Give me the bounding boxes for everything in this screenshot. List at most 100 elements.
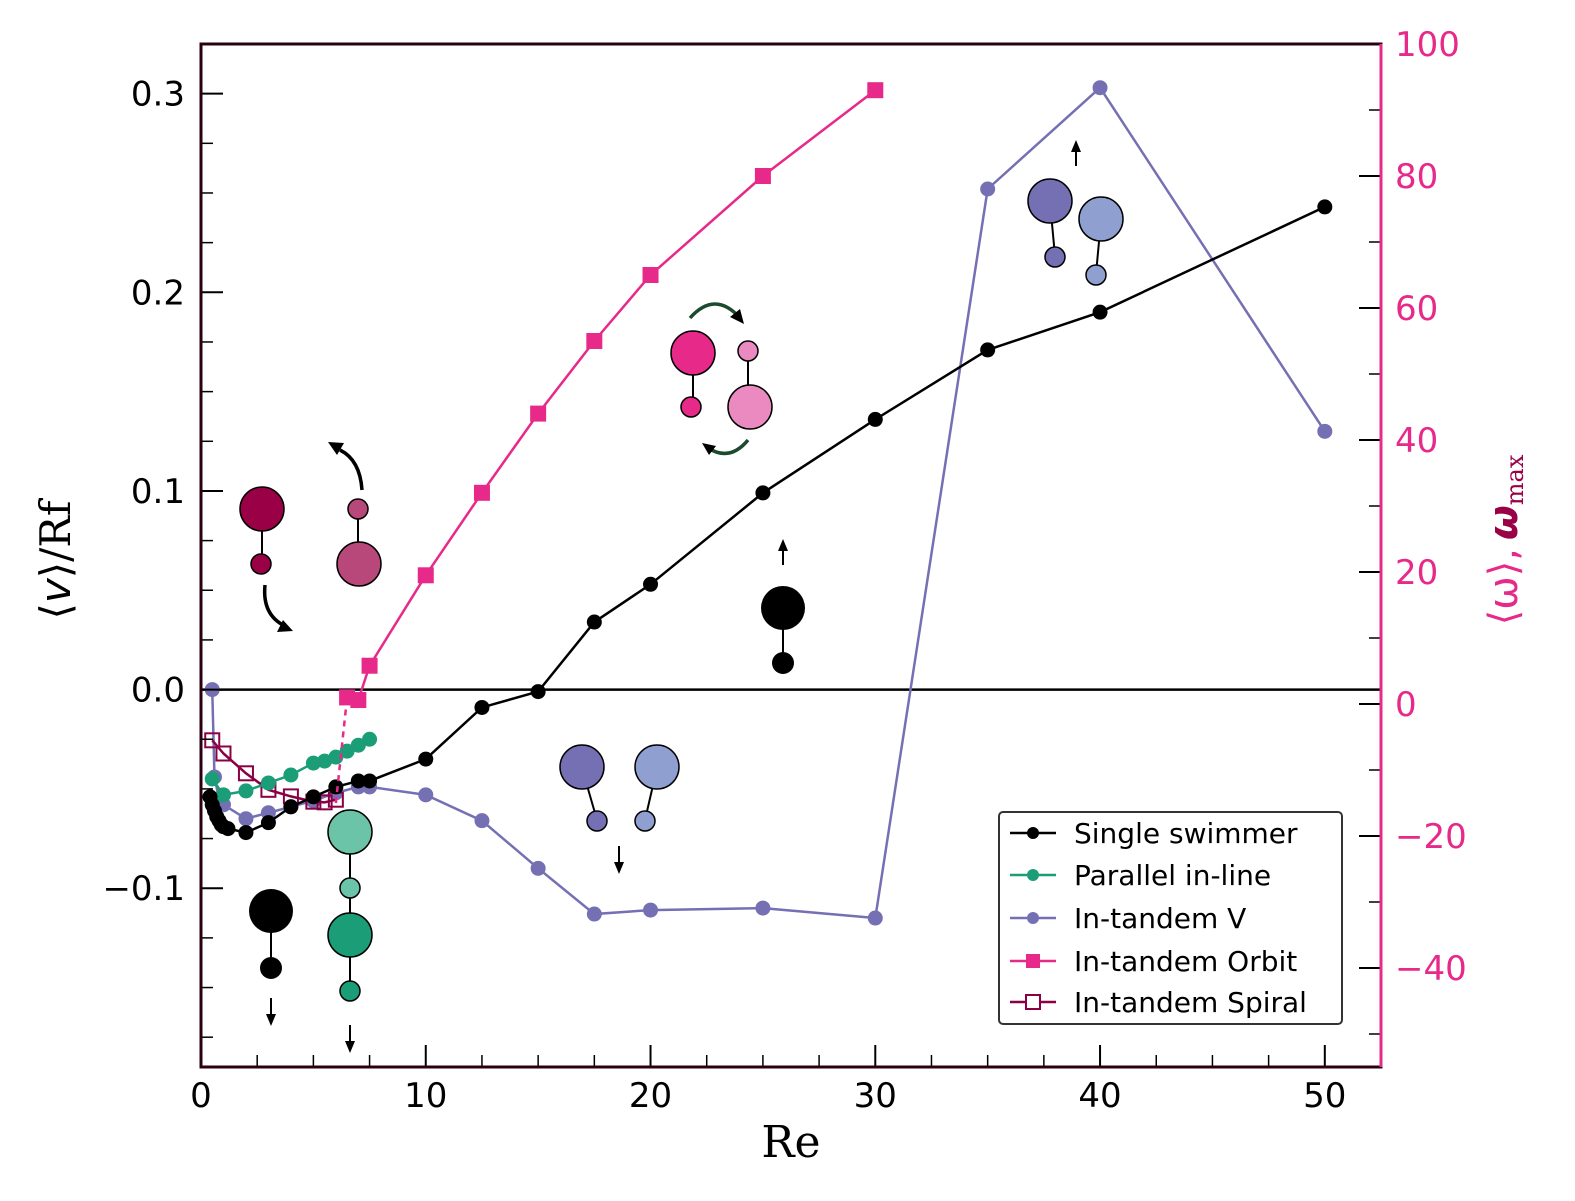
y-left-tick-label: −0.1 bbox=[102, 869, 185, 909]
data-point bbox=[755, 900, 771, 916]
data-point bbox=[305, 755, 321, 771]
data-point bbox=[980, 181, 996, 197]
data-point bbox=[361, 657, 378, 674]
data-point bbox=[238, 825, 254, 841]
x-tick-label: 10 bbox=[404, 1076, 447, 1116]
legend-item-orbit: In-tandem Orbit bbox=[1010, 945, 1297, 978]
data-point bbox=[755, 485, 771, 501]
data-point bbox=[530, 860, 546, 876]
data-point bbox=[362, 731, 378, 747]
data-point bbox=[1317, 423, 1333, 439]
data-point bbox=[283, 799, 299, 815]
y-left-tick-label: 0.1 bbox=[131, 472, 185, 512]
y-right-tick-label: 0 bbox=[1395, 685, 1417, 725]
y-axis-right-label: ⟨ω⟩, ωmax bbox=[1481, 454, 1529, 625]
series-in-tandem-v bbox=[204, 80, 1333, 926]
data-point bbox=[350, 773, 366, 789]
series-single-swimmer bbox=[202, 199, 1333, 841]
illustration-layer bbox=[239, 140, 1124, 1053]
y-right-tick-label: 60 bbox=[1395, 289, 1438, 329]
legend-marker-single bbox=[1027, 827, 1039, 839]
data-point bbox=[215, 787, 231, 803]
x-tick-label: 50 bbox=[1303, 1076, 1346, 1116]
data-point bbox=[328, 779, 344, 795]
y-axis-left-label: ⟨v⟩/Rf bbox=[31, 497, 80, 619]
data-point bbox=[474, 813, 490, 829]
series-line bbox=[211, 739, 337, 804]
y-left-variable: v bbox=[31, 577, 80, 603]
series-connector-dashed bbox=[334, 697, 349, 804]
data-point bbox=[1092, 80, 1108, 96]
y-right-tick-label: 80 bbox=[1395, 157, 1438, 197]
data-point bbox=[1317, 199, 1333, 215]
x-tick-label: 0 bbox=[190, 1076, 212, 1116]
data-point bbox=[642, 267, 659, 283]
legend-item-parallel: Parallel in-line bbox=[1010, 859, 1271, 892]
single-swimmer-down-illustration bbox=[249, 889, 293, 1026]
data-point bbox=[220, 821, 236, 837]
data-point bbox=[362, 773, 378, 789]
y-right-tick-label: −40 bbox=[1395, 949, 1467, 989]
y-left-tick-label: 0.3 bbox=[131, 75, 185, 115]
data-point bbox=[350, 737, 366, 753]
data-point bbox=[328, 749, 344, 765]
y-right-omega-max: ω bbox=[1481, 505, 1527, 540]
y-right-tick-label: −20 bbox=[1395, 817, 1467, 857]
series-line bbox=[346, 89, 877, 702]
data-point bbox=[418, 751, 434, 767]
data-point bbox=[867, 82, 884, 99]
data-point bbox=[474, 699, 490, 715]
y-right-omega-max-subscript: max bbox=[1501, 454, 1529, 505]
legend-item-spiral: In-tandem Spiral bbox=[1010, 986, 1307, 1019]
legend-item-single: Single swimmer bbox=[1010, 817, 1298, 850]
data-point bbox=[417, 567, 434, 584]
data-point bbox=[530, 405, 547, 422]
data-point bbox=[204, 771, 220, 787]
series-layer bbox=[202, 80, 1333, 926]
y-right-separator: , bbox=[1481, 548, 1527, 561]
data-point bbox=[867, 411, 883, 427]
y-right-tick-label: 100 bbox=[1395, 25, 1460, 65]
data-point bbox=[238, 811, 254, 827]
data-point bbox=[238, 783, 254, 799]
data-point bbox=[643, 576, 659, 592]
y-left-suffix: ⟩/Rf bbox=[31, 497, 80, 578]
legend-label-v: In-tandem V bbox=[1074, 902, 1246, 935]
x-tick-label: 40 bbox=[1078, 1076, 1121, 1116]
data-point bbox=[260, 815, 276, 831]
legend-label-orbit: In-tandem Orbit bbox=[1074, 945, 1297, 978]
data-point bbox=[418, 787, 434, 803]
series-in-tandem-orbit bbox=[334, 82, 884, 804]
legend-marker-orbit bbox=[1026, 954, 1040, 968]
legend: Single swimmer Parallel in-line In-tande… bbox=[998, 811, 1343, 1025]
data-point bbox=[754, 168, 771, 184]
data-point bbox=[643, 902, 659, 918]
data-point bbox=[530, 684, 546, 700]
x-tick-label: 20 bbox=[629, 1076, 672, 1116]
legend-marker-v bbox=[1027, 912, 1039, 924]
v-swimmer-down-illustration bbox=[559, 744, 680, 874]
y-right-tick-label: 40 bbox=[1395, 421, 1438, 461]
data-point bbox=[260, 775, 276, 791]
legend-label-single: Single swimmer bbox=[1074, 817, 1298, 850]
data-point bbox=[586, 614, 602, 630]
data-point bbox=[586, 906, 602, 922]
legend-label-parallel: Parallel in-line bbox=[1074, 859, 1271, 892]
data-point bbox=[215, 745, 232, 762]
legend-marker-spiral bbox=[1025, 994, 1041, 1010]
legend-label-spiral: In-tandem Spiral bbox=[1074, 986, 1307, 1019]
data-point bbox=[283, 767, 299, 783]
orbit-swimmer-illustration bbox=[670, 302, 773, 456]
ticks-layer: 0 10 20 30 40 50 −0.1 0.0 0.1 0.2 0.3 −40 −20 0 20 40 60… bbox=[102, 25, 1466, 1116]
y-left-tick-label: 0.0 bbox=[131, 671, 185, 711]
data-point bbox=[980, 342, 996, 358]
legend-box bbox=[998, 811, 1343, 1025]
data-point bbox=[305, 789, 321, 805]
v-swimmer-up-illustration bbox=[1027, 140, 1124, 286]
y-left-open-bracket: ⟨ bbox=[31, 603, 80, 619]
data-point bbox=[586, 333, 603, 349]
y-right-omega-avg: ⟨ω⟩ bbox=[1481, 561, 1527, 626]
spiral-swimmer-illustration bbox=[239, 442, 382, 632]
series-line bbox=[210, 85, 1326, 920]
